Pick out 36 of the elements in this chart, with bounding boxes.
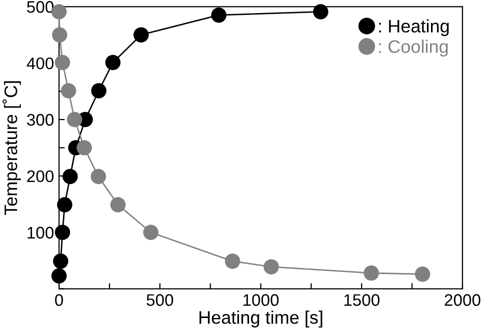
legend-label: : Heating bbox=[379, 19, 449, 36]
point bbox=[134, 27, 149, 42]
point bbox=[264, 259, 279, 274]
point bbox=[143, 224, 158, 240]
point bbox=[105, 54, 121, 70]
point bbox=[52, 27, 68, 42]
y-tick-label: 100 bbox=[28, 226, 54, 239]
point bbox=[414, 266, 430, 282]
point bbox=[90, 168, 106, 184]
legend-label: : Cooling bbox=[379, 40, 448, 57]
point bbox=[66, 112, 82, 128]
point bbox=[76, 140, 92, 156]
x-tick-label: 500 bbox=[146, 294, 174, 306]
y-tick-label: 300 bbox=[27, 114, 54, 126]
point bbox=[313, 4, 328, 20]
x-tick-label: 0 bbox=[55, 294, 64, 306]
y-axis-title: Temperature [˚C] bbox=[2, 81, 21, 216]
point bbox=[53, 254, 68, 269]
y-tick-label: 500 bbox=[27, 1, 54, 13]
point bbox=[57, 197, 72, 212]
point bbox=[224, 254, 240, 269]
point bbox=[91, 83, 106, 98]
point bbox=[364, 265, 379, 281]
point bbox=[60, 83, 76, 98]
x-tick-label: 1500 bbox=[344, 294, 380, 306]
y-tick-label: 200 bbox=[27, 170, 54, 182]
point bbox=[54, 54, 70, 70]
x-axis-title: Heating time [s] bbox=[200, 310, 322, 328]
point bbox=[110, 197, 126, 212]
x-tick-label: 1000 bbox=[243, 294, 279, 306]
point bbox=[51, 268, 67, 284]
point bbox=[211, 7, 226, 23]
point bbox=[54, 224, 70, 240]
point bbox=[62, 168, 78, 184]
y-tick-label: 400 bbox=[26, 57, 54, 70]
x-tick-label: 2000 bbox=[444, 294, 480, 306]
